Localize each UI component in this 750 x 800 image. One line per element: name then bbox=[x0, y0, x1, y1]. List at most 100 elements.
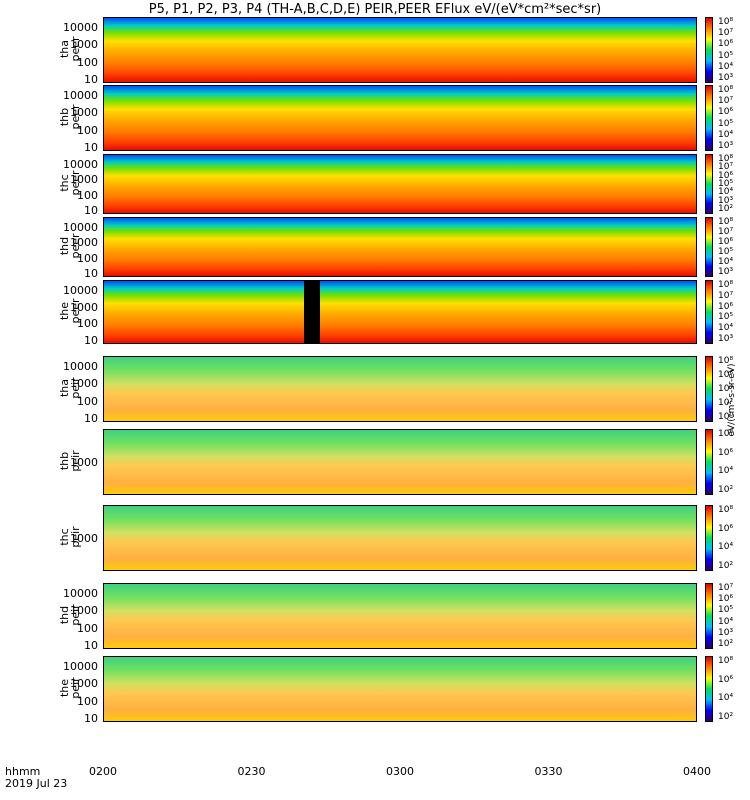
spectrogram-thc-peer bbox=[104, 155, 696, 213]
date-label: 2019 Jul 23 bbox=[5, 777, 68, 790]
spectrogram-the-peer bbox=[104, 281, 696, 343]
y-tick-label: 1000 bbox=[70, 604, 98, 618]
y-tick-label: 100 bbox=[77, 123, 98, 137]
colorbar bbox=[705, 280, 713, 344]
colorbar-tick: 10² bbox=[718, 712, 734, 722]
panel-thb-peer bbox=[103, 85, 697, 151]
y-tick-label: 1000 bbox=[70, 532, 98, 545]
colorbar bbox=[705, 429, 713, 495]
colorbar-tick: 10⁸ bbox=[718, 280, 734, 290]
spectrogram-thd-peir bbox=[104, 584, 696, 648]
colorbar-tick: 10⁴ bbox=[718, 616, 734, 627]
colorbar bbox=[705, 154, 713, 214]
colorbar-tick: 10⁶ bbox=[718, 674, 734, 685]
colorbar bbox=[705, 17, 713, 83]
colorbar bbox=[705, 505, 713, 571]
colorbar-tick: 10³ bbox=[718, 627, 734, 638]
colorbar bbox=[705, 217, 713, 277]
y-tick-label: 10 bbox=[84, 334, 98, 347]
y-tick-label: 10000 bbox=[63, 21, 98, 34]
colorbar-tick: 10² bbox=[718, 561, 734, 571]
y-tick-label: 100 bbox=[77, 394, 98, 408]
colorbar-tick: 10⁸ bbox=[718, 505, 734, 515]
y-tick-label: 100 bbox=[77, 621, 98, 635]
colorbar-tick: 10⁴ bbox=[718, 61, 734, 72]
y-tick-label: 1000 bbox=[70, 300, 98, 314]
flux-fill bbox=[104, 218, 696, 276]
colorbar-tick: 10⁶ bbox=[718, 301, 734, 312]
colorbar bbox=[705, 356, 713, 422]
flux-fill bbox=[104, 657, 696, 721]
y-tick-label: 10000 bbox=[63, 660, 98, 673]
colorbar bbox=[705, 656, 713, 722]
y-tick-label: 10 bbox=[84, 204, 98, 217]
panel-thc-peer bbox=[103, 154, 697, 214]
panel-thd-peir bbox=[103, 583, 697, 649]
y-tick-label: 1000 bbox=[70, 173, 98, 187]
x-tick-label: 0300 bbox=[386, 765, 414, 778]
colorbar-tick: 10⁰ bbox=[718, 412, 734, 422]
data-gap bbox=[304, 281, 320, 343]
flux-fill bbox=[104, 357, 696, 421]
flux-fill bbox=[104, 281, 696, 343]
panel-the-peir bbox=[103, 656, 697, 722]
colorbar-tick: 10⁶ bbox=[718, 370, 734, 380]
y-tick-label: 10000 bbox=[63, 89, 98, 102]
colorbar-tick: 10³ bbox=[718, 267, 734, 277]
colorbar-tick: 10⁸ bbox=[718, 154, 734, 164]
colorbar-tick: 10⁵ bbox=[718, 605, 734, 616]
colorbar-tick: 10⁵ bbox=[718, 50, 734, 61]
colorbar-tick: 10⁷ bbox=[718, 227, 734, 237]
colorbar-tick: 10⁵ bbox=[718, 179, 734, 189]
y-tick-label: 10000 bbox=[63, 587, 98, 600]
y-tick-label: 10 bbox=[84, 412, 98, 425]
colorbar-tick: 10³ bbox=[718, 73, 734, 83]
colorbar-tick: 10⁶ bbox=[718, 594, 734, 605]
y-tick-label: 100 bbox=[77, 55, 98, 69]
y-tick-label: 1000 bbox=[70, 377, 98, 391]
colorbar-tick: 10³ bbox=[718, 195, 734, 206]
colorbar-units: eV/(cm²-s-sr-eV) bbox=[727, 363, 737, 437]
panel-the-peer bbox=[103, 280, 697, 344]
colorbar-tick: 10⁶ bbox=[718, 523, 734, 534]
colorbar-tick: 10⁸ bbox=[718, 217, 734, 227]
flux-fill bbox=[104, 430, 696, 494]
panel-tha-peir bbox=[103, 356, 697, 422]
spectrogram-thb-peir bbox=[104, 430, 696, 494]
y-tick-label: 1000 bbox=[70, 677, 98, 691]
colorbar-tick: 10² bbox=[718, 398, 734, 408]
panel-thd-peer bbox=[103, 217, 697, 277]
colorbar-tick: 10⁴ bbox=[718, 187, 734, 198]
colorbar-tick: 10⁵ bbox=[718, 247, 734, 257]
colorbar-tick: 10⁴ bbox=[718, 466, 734, 477]
x-tick-label: 0330 bbox=[534, 765, 563, 778]
colorbar-tick: 10⁸ bbox=[718, 429, 734, 439]
y-tick-label: 100 bbox=[77, 188, 98, 202]
y-tick-label: 10000 bbox=[63, 158, 98, 171]
spectrogram-thc-peir bbox=[104, 506, 696, 570]
colorbar-tick: 10⁵ bbox=[718, 312, 734, 323]
flux-fill bbox=[104, 584, 696, 648]
colorbar-tick: 10⁴ bbox=[718, 384, 734, 394]
y-tick-label: 10 bbox=[84, 712, 98, 725]
colorbar-tick: 10⁵ bbox=[718, 118, 734, 129]
colorbar-tick: 10⁸ bbox=[718, 17, 734, 27]
colorbar-tick: 10⁸ bbox=[718, 356, 734, 366]
y-tick-label: 10000 bbox=[63, 221, 98, 234]
spectrogram-thd-peer bbox=[104, 218, 696, 276]
y-tick-label: 100 bbox=[77, 317, 98, 331]
colorbar-tick: 10² bbox=[718, 485, 734, 495]
colorbar bbox=[705, 85, 713, 151]
x-tick-label: 0200 bbox=[89, 765, 117, 778]
colorbar-tick: 10⁶ bbox=[718, 107, 734, 118]
colorbar-tick: 10³ bbox=[718, 334, 734, 344]
y-tick-label: 10 bbox=[84, 267, 98, 280]
panel-thc-peir bbox=[103, 505, 697, 571]
colorbar-tick: 10⁴ bbox=[718, 693, 734, 704]
y-tick-label: 1000 bbox=[70, 38, 98, 52]
colorbar-tick: 10⁸ bbox=[718, 656, 734, 666]
y-tick-label: 10 bbox=[84, 639, 98, 652]
y-tick-label: 10000 bbox=[63, 360, 98, 373]
x-tick-label: 0230 bbox=[237, 765, 266, 778]
panel-thb-peir bbox=[103, 429, 697, 495]
